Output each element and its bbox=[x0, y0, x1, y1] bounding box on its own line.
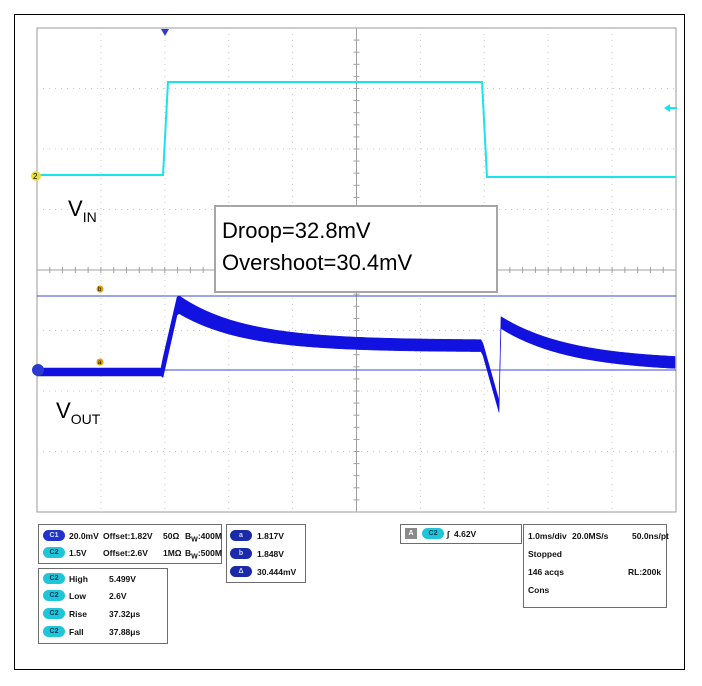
trigger-source-icon: A bbox=[405, 528, 417, 539]
svg-text:b: b bbox=[98, 287, 102, 293]
vin-label: VIN bbox=[68, 196, 97, 225]
droop-text: Droop=32.8mV bbox=[222, 218, 371, 243]
overshoot-text: Overshoot=30.4mV bbox=[222, 250, 413, 275]
run-state: Stopped bbox=[528, 549, 562, 559]
bandwidth-c1: BW:400M bbox=[185, 531, 222, 544]
c1-badge: C1 bbox=[43, 530, 65, 541]
ch1-level-marker[interactable] bbox=[32, 364, 44, 376]
vout-trace bbox=[36, 295, 676, 413]
trigger-position-icon[interactable] bbox=[161, 29, 169, 36]
offscreen-arrow-icon bbox=[664, 104, 677, 112]
acquisition-panel[interactable]: 1.0ms/div 20.0MS/s 50.0ns/pt Stopped 146… bbox=[523, 524, 669, 608]
cursor-readout-panel[interactable]: a 1.817V b 1.848V Δ 30.444mV bbox=[226, 524, 306, 583]
trigger-panel[interactable]: A C2 ∫ 4.62V bbox=[400, 524, 522, 544]
svg-text:2: 2 bbox=[33, 172, 38, 181]
rising-edge-icon: ∫ bbox=[447, 529, 450, 539]
measurements-panel[interactable]: C2 High 5.499V C2 Low 2.6V C2 Rise 37.32… bbox=[38, 568, 168, 644]
bandwidth-c2: BW:500M bbox=[185, 548, 222, 561]
c2-badge: C2 bbox=[43, 547, 65, 558]
trigger-channel-badge: C2 bbox=[422, 528, 444, 539]
time-resolution: 50.0ns/pt bbox=[632, 531, 669, 541]
vin-trace bbox=[37, 81, 676, 178]
channel-settings-panel[interactable]: C1 20.0mV Offset:1.82V 50Ω BW:400M C2 1.… bbox=[38, 524, 222, 564]
record-length: RL:200k bbox=[628, 567, 662, 577]
cursor-a-marker[interactable]: a bbox=[96, 358, 104, 367]
trigger-level: 4.62V bbox=[454, 529, 477, 539]
acquisition-count: 146 acqs bbox=[528, 567, 564, 577]
svg-text:a: a bbox=[98, 360, 102, 366]
droop-overshoot-annotation: Droop=32.8mV Overshoot=30.4mV bbox=[214, 205, 498, 293]
ch2-level-marker[interactable]: 2 bbox=[31, 171, 41, 181]
sample-rate: 20.0MS/s bbox=[572, 531, 609, 541]
vout-label: VOUT bbox=[56, 398, 101, 427]
timebase: 1.0ms/div bbox=[528, 531, 567, 541]
acquisition-mode: Cons bbox=[528, 585, 550, 595]
cursor-b-marker[interactable]: b bbox=[96, 285, 104, 294]
